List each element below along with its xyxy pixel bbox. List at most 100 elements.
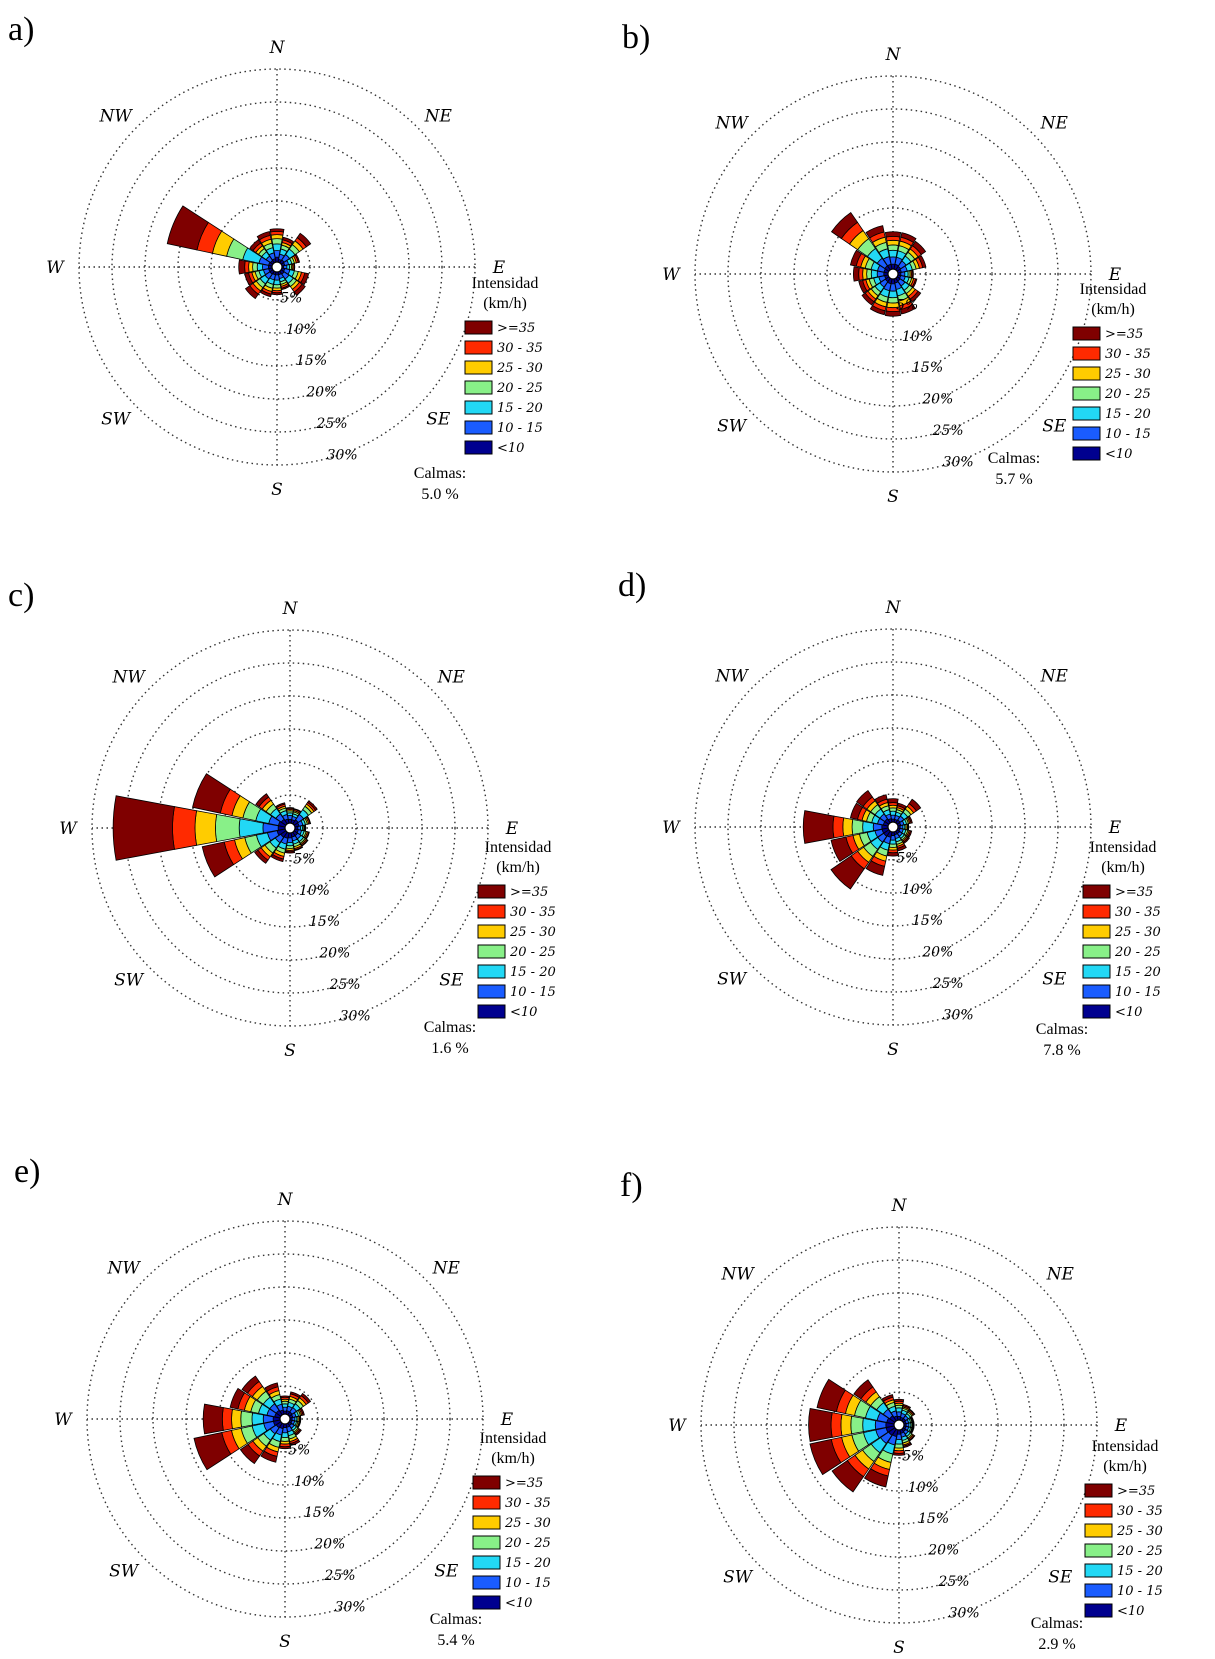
wedge-segment (888, 249, 898, 258)
ring-label: 20% (305, 385, 337, 401)
legend-unit: (km/h) (1091, 301, 1135, 318)
ring-label: 20% (921, 945, 953, 961)
wedge-segment (895, 1407, 903, 1413)
direction-label-e: E (492, 258, 506, 278)
wedge-segment (192, 773, 231, 814)
wedge-segment (851, 819, 864, 835)
legend-swatch (1084, 1483, 1113, 1498)
panel-label: e) (14, 1153, 40, 1190)
direction-label-se: SE (434, 1561, 459, 1581)
legend-range-label: 15 - 20 (1117, 1564, 1163, 1579)
ring-label: 15% (918, 1511, 949, 1527)
legend-swatch (1072, 326, 1101, 341)
wedge-segment (201, 841, 235, 878)
wedge-segment (284, 850, 296, 854)
ring-label: 20% (318, 946, 350, 962)
ring-label: 5% (902, 1448, 924, 1464)
wedge-segment (281, 1432, 289, 1438)
wedge-segment (866, 268, 873, 280)
legend-swatch (1082, 964, 1111, 979)
legend-range-label: 25 - 30 (509, 925, 556, 940)
legend-swatch (1072, 426, 1101, 441)
wedge-segment (886, 239, 900, 246)
direction-label-e: E (500, 1410, 514, 1430)
legend-range-label: 30 - 35 (505, 1496, 551, 1511)
direction-label-nw: NW (98, 107, 133, 127)
wedge-segment (887, 798, 899, 804)
legend-swatch (464, 320, 493, 335)
wedge-segment (912, 269, 914, 279)
direction-label-n: N (885, 45, 902, 65)
wedge-segment (809, 1438, 842, 1476)
legend-swatch (1072, 446, 1101, 461)
calm-label: Calmas: (430, 1611, 482, 1628)
wedge-segment (903, 1442, 913, 1449)
legend-swatch (477, 944, 506, 959)
wedge-segment (917, 255, 927, 269)
panel-label: b) (622, 19, 650, 56)
wedge-segment (897, 844, 907, 852)
legend-swatch (1084, 1503, 1113, 1518)
legend-swatch (472, 1475, 501, 1490)
wedge-segment (889, 810, 897, 816)
windrose-panel-d: d) N NE E SE S SW W NW 5% 10% 15% 20% 25% 30% Intensida… (618, 567, 1161, 1060)
wedge-segment (280, 1436, 290, 1442)
wedge-segment (275, 802, 286, 809)
wedge-segment (887, 851, 899, 857)
wedge-segment (887, 244, 899, 252)
wedge-segment (251, 1412, 265, 1426)
legend: Intensidad (km/h) >=35 30 - 35 25 - 30 20 - 2… (1084, 1438, 1163, 1619)
wedge-segment (252, 262, 258, 272)
legend-swatch (464, 380, 493, 395)
legend-swatch (464, 420, 493, 435)
direction-label-n: N (269, 38, 286, 58)
windrose-panel-b: b) N NE E SE S SW W NW 5% 10% 15% 20% 25% 30% Intensida… (622, 19, 1151, 507)
legend-unit: (km/h) (483, 295, 527, 312)
wedge-segment (254, 849, 269, 864)
wedge-segment (853, 1379, 874, 1400)
direction-label-s: S (279, 1632, 291, 1652)
wedge-segment (908, 1408, 916, 1416)
ring-label: 15% (912, 913, 943, 929)
direction-label-sw: SW (717, 969, 748, 989)
wedge-segment (264, 1382, 279, 1392)
grid-ring (119, 1253, 451, 1585)
wedge-segment (293, 808, 302, 813)
wedge-segment (910, 1416, 915, 1423)
wedge-segment (802, 810, 835, 844)
wedge-segment (229, 1387, 246, 1410)
grid-ring (111, 101, 443, 433)
direction-label-nw: NW (714, 114, 749, 134)
center-dot (284, 822, 296, 834)
grid-ring (826, 760, 960, 894)
legend-title: Intensidad (1090, 839, 1157, 856)
grid-ring (733, 1259, 1065, 1591)
wedge-segment (231, 1408, 242, 1430)
calm-label: Calmas: (414, 465, 466, 482)
wedge-segment (215, 813, 241, 843)
legend-swatch (464, 340, 493, 355)
direction-label-se: SE (426, 409, 451, 429)
direction-label-w: W (54, 1410, 73, 1430)
center-dot (279, 1413, 291, 1425)
direction-label-ne: NE (432, 1259, 461, 1279)
legend-range-label: <10 (497, 441, 524, 456)
legend-range-label: 30 - 35 (1117, 1504, 1163, 1519)
wedge-segment (907, 815, 913, 824)
direction-label-e: E (1108, 818, 1122, 838)
legend-title: Intensidad (472, 275, 539, 292)
calm-label: Calmas: (424, 1019, 476, 1036)
wedge-segment (255, 793, 270, 808)
direction-label-n: N (885, 598, 902, 618)
ring-label: 30% (340, 1008, 371, 1024)
grid-ring (177, 167, 377, 367)
ring-label: 15% (304, 1505, 335, 1521)
wedge-segment (816, 1378, 846, 1413)
wedge-segment (271, 238, 283, 245)
wedge-segment (299, 1407, 305, 1416)
legend-range-label: >=35 (1105, 327, 1143, 342)
legend: Intensidad (km/h) >=35 30 - 35 25 - 30 20 - 2… (477, 839, 556, 1020)
legend-range-label: 30 - 35 (1115, 905, 1161, 920)
legend-range-label: <10 (505, 1596, 532, 1611)
wedge-segment (865, 860, 886, 876)
